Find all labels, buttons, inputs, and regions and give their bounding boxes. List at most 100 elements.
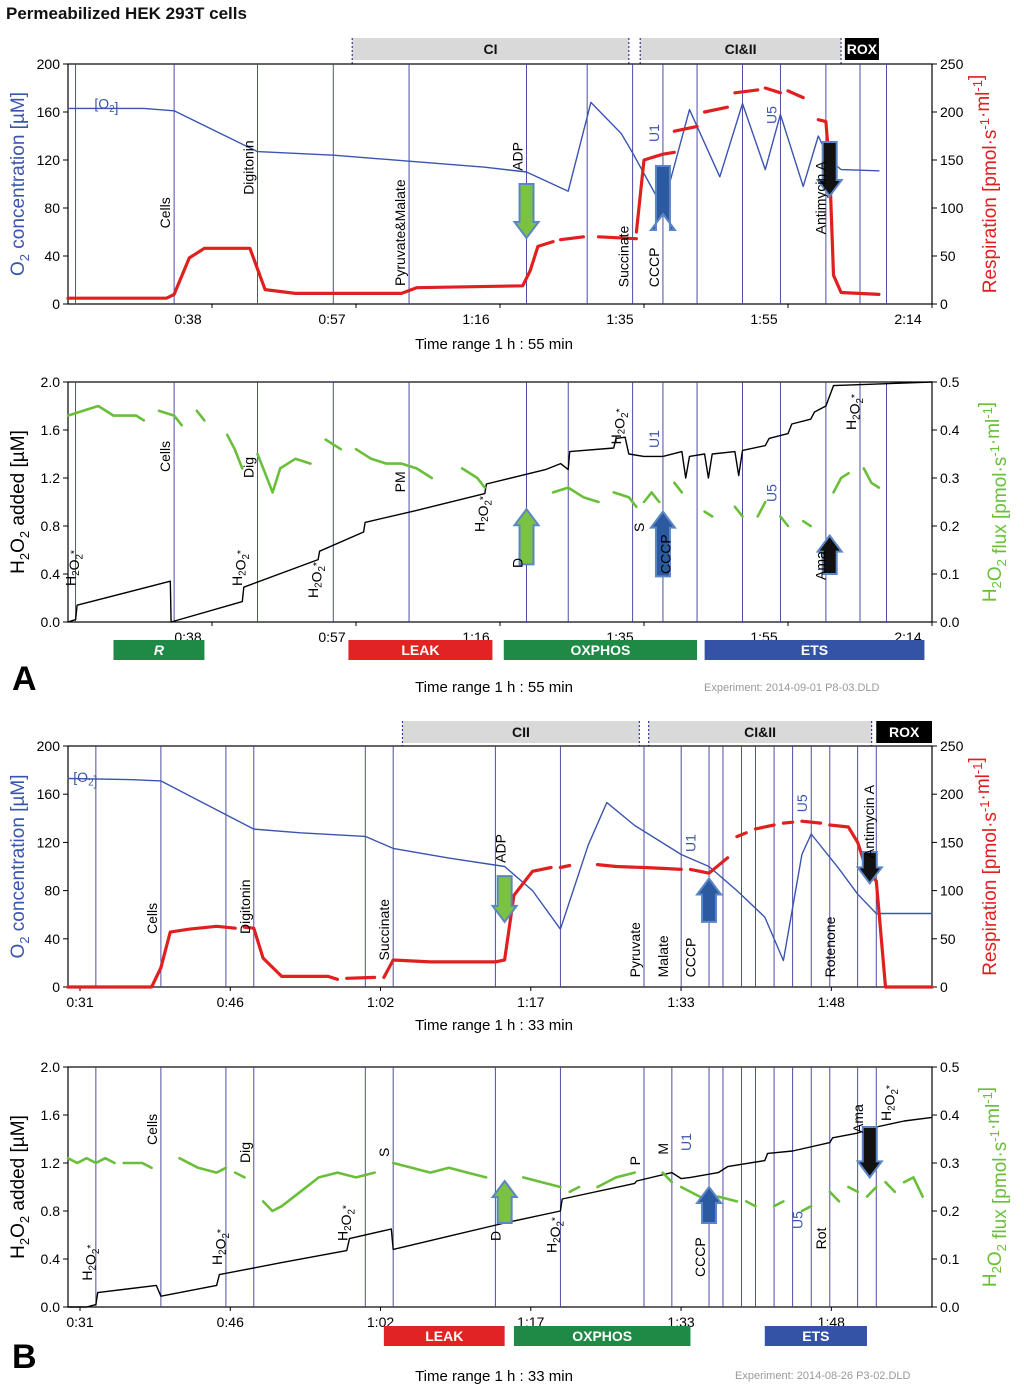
x-tick-label: 0:31 — [66, 1314, 93, 1330]
series-line-respiration — [596, 235, 638, 241]
series-line-h2o2-flux — [642, 491, 661, 504]
annotation-label: Succinate — [376, 899, 392, 961]
x-tick-label: 1:02 — [367, 994, 394, 1010]
annotation-label: S — [376, 1148, 392, 1157]
annotation-label-text: H2O2* — [229, 550, 252, 586]
series-line-respiration — [558, 863, 572, 870]
state-bar — [640, 38, 842, 60]
x-tick-label: 0:57 — [318, 629, 345, 645]
series-line-h2o2-flux — [354, 447, 434, 480]
y-right-label: Respiration [pmol·s-1·ml-1] — [966, 757, 1001, 975]
series-line-h2o2-flux — [612, 491, 638, 509]
y-right-tick-label: 0.0 — [940, 1299, 960, 1315]
x-tick-label: 0:38 — [174, 311, 201, 327]
annotation-label-text: D — [488, 1231, 504, 1241]
y-left-tick-label: 120 — [37, 834, 61, 850]
annotation-label: Dig — [237, 1142, 253, 1163]
y-right-label: H2O2 flux [pmol·s-1·ml-1] — [976, 1087, 1011, 1287]
y-right-tick-label: 50 — [940, 248, 956, 264]
annotation-label-text: D — [510, 558, 526, 568]
annotation-label-text: Digitonin — [240, 140, 256, 194]
annotation-label: M — [655, 1143, 671, 1155]
y-right-tick-label: 0.2 — [940, 518, 960, 534]
annotation-label-text: U5 — [790, 1211, 806, 1229]
annotation-label: [O2] — [94, 95, 118, 115]
y-left-tick-label: 0.4 — [41, 566, 61, 582]
annotation-label: H2O2* — [843, 394, 866, 430]
y-right-tick-label: 0.3 — [940, 1155, 960, 1171]
annotation-label: Digitonin — [240, 140, 256, 194]
annotation-label-text: [O2] — [94, 95, 118, 115]
y-right-tick-label: 0.3 — [940, 470, 960, 486]
y-left-tick-label: 0.8 — [41, 1203, 61, 1219]
annotation-label: CCCP — [692, 1237, 708, 1277]
annotation-label: U1 — [683, 834, 699, 852]
y-right-label-text: Respiration [pmol·s-1·ml-1] — [966, 757, 1001, 975]
x-range-label: Time range 1 h : 55 min — [415, 679, 573, 696]
arrow-up — [648, 165, 677, 231]
annotation-label-text: Cells — [144, 1114, 160, 1145]
annotation-label-text: H2O2* — [843, 394, 866, 430]
series-line-respiration — [828, 823, 934, 989]
series-line-respiration — [595, 863, 683, 871]
annotation-label-text: Malate — [655, 935, 671, 977]
state-box — [383, 1326, 505, 1346]
y-right-tick-label: 0.0 — [940, 614, 960, 630]
state-bar-label: CI — [484, 41, 498, 57]
y-left-label: H2O2 added [µM] — [8, 430, 32, 574]
annotation-label: H2O2* — [472, 496, 495, 532]
series-line-respiration — [634, 150, 676, 234]
state-box-label: LEAK — [425, 1328, 463, 1344]
y-right-tick-label: 250 — [940, 56, 964, 72]
annotation-label-text: Ama — [850, 1104, 866, 1133]
annotation-label-text: U1 — [646, 124, 662, 142]
annotation-label-text: H2O2* — [543, 1217, 566, 1253]
series-line-h2o2-flux — [178, 1156, 228, 1174]
y-left-tick-label: 1.6 — [41, 422, 61, 438]
annotation-label: U5 — [794, 794, 810, 812]
annotation-label-text: H2O2* — [79, 1245, 102, 1281]
arrow-up — [695, 876, 724, 923]
annotation-label-text: Rotenone — [822, 916, 838, 977]
annotation-label-text: Succinate — [616, 226, 632, 288]
annotation-label: ADP — [492, 834, 508, 863]
state-bar — [402, 721, 640, 743]
annotation-label-text: U1 — [683, 834, 699, 852]
annotation-label-text: Pyruvate&Malate — [392, 179, 408, 286]
series-line-respiration — [559, 235, 585, 242]
series-line-h2o2-flux — [717, 1195, 739, 1203]
y-right-tick-label: 100 — [940, 883, 964, 899]
state-box — [513, 1326, 691, 1346]
annotation-label-text: ADP — [510, 142, 526, 171]
annotation-label: H2O2* — [62, 550, 85, 586]
y-right-tick-label: 0 — [940, 979, 948, 995]
annotation-label-text: CCCP — [692, 1237, 708, 1277]
y-right-tick-label: 0.4 — [940, 1107, 960, 1123]
y-left-tick-label: 1.6 — [41, 1107, 61, 1123]
series-line-h2o2-flux — [779, 515, 790, 528]
annotation-label-text: Antimycin A — [861, 784, 877, 858]
annotation-label-text: Digitonin — [237, 879, 253, 933]
annotation-label-text: Succinate — [376, 899, 392, 961]
y-right-tick-label: 0.4 — [940, 422, 960, 438]
series-line-h2o2-flux — [66, 1156, 116, 1165]
x-range-label: Time range 1 h : 55 min — [415, 336, 573, 353]
y-left-tick-label: 2.0 — [41, 1059, 61, 1075]
series-line-respiration — [816, 118, 881, 296]
y-left-tick-label: 120 — [37, 152, 61, 168]
y-left-tick-label: 160 — [37, 786, 61, 802]
annotation-label: Antimycin A — [861, 784, 877, 858]
annotation-label: CCCP — [646, 248, 662, 288]
state-bar-label: ROX — [889, 724, 920, 740]
series-line-h2o2-flux — [865, 1185, 878, 1198]
y-left-tick-label: 1.2 — [41, 470, 61, 486]
state-box-label: ETS — [801, 642, 828, 658]
annotation-label: H2O2* — [209, 1229, 232, 1265]
x-tick-label: 1:16 — [462, 311, 489, 327]
series-line-h2o2-flux — [391, 1161, 488, 1179]
annotation-label-text: U5 — [763, 106, 779, 124]
series-line-h2o2-flux — [256, 452, 312, 494]
x-range-label: Time range 1 h : 33 min — [415, 1368, 573, 1385]
plot-frame — [67, 1066, 933, 1308]
y-right-tick-label: 0.2 — [940, 1203, 960, 1219]
